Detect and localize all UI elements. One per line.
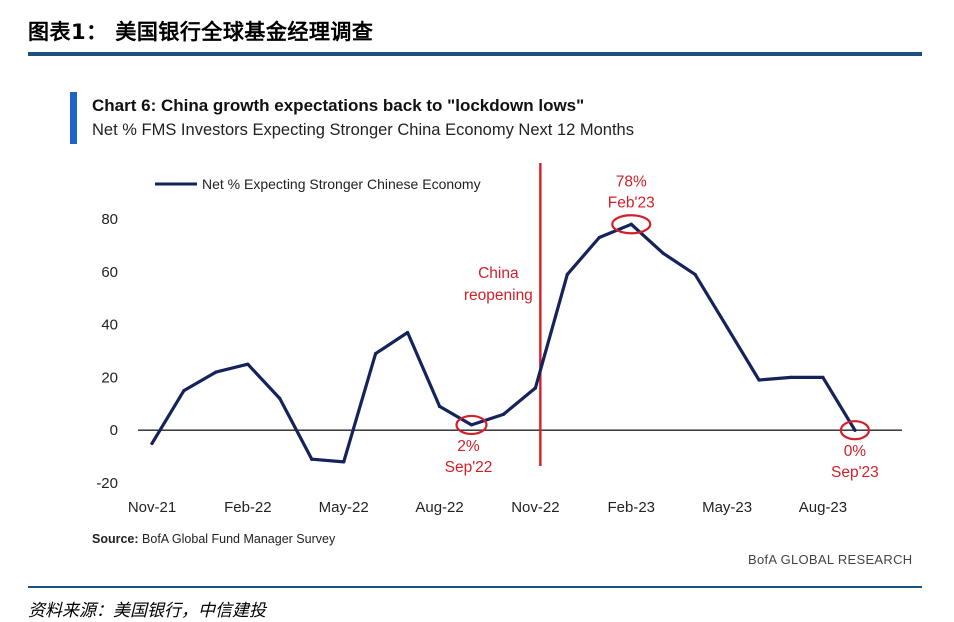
data-point — [214, 370, 218, 374]
chart-title: Chart 6: China growth expectations back … — [92, 96, 585, 115]
series-line — [150, 222, 857, 464]
footer-source: 资料来源：美国银行，中信建投 — [28, 601, 266, 621]
data-point — [629, 222, 633, 226]
data-point — [533, 386, 538, 390]
annotation-date: Sep'23 — [831, 464, 879, 481]
x-axis: Nov-21 Feb-22 May-22 Aug-22 Nov-22 Feb-23 May-… — [128, 499, 847, 516]
x-tick-label: May-22 — [319, 499, 369, 516]
x-tick-label: Aug-22 — [415, 499, 463, 516]
y-tick-label: 0 — [110, 422, 118, 439]
chart-source-label: Source: — [92, 532, 139, 546]
data-point — [342, 460, 346, 464]
legend: Net % Expecting Stronger Chinese Economy — [155, 176, 481, 192]
annotation-value: 2% — [457, 438, 480, 455]
x-tick-label: May-23 — [702, 499, 752, 516]
data-point — [310, 457, 314, 461]
legend-label: Net % Expecting Stronger Chinese Economy — [202, 176, 481, 192]
x-tick-label: Aug-23 — [799, 499, 847, 516]
annotation-date: Feb'23 — [608, 194, 655, 211]
y-tick-label: -20 — [96, 475, 118, 492]
data-point — [437, 404, 442, 409]
reopening-marker: China reopening — [464, 163, 542, 466]
bottom-rule — [28, 586, 922, 588]
y-tick-label: 80 — [101, 211, 118, 228]
annotation-value: 78% — [616, 173, 647, 190]
figure-title: 图表1： 美国银行全球基金经理调查 — [28, 20, 374, 44]
data-point — [246, 362, 250, 366]
highlight-circle — [455, 414, 488, 436]
y-tick-label: 20 — [101, 369, 118, 386]
y-tick-label: 60 — [101, 264, 118, 281]
data-point — [374, 352, 378, 356]
annotation-value: 0% — [844, 443, 867, 460]
chart-source-text: BofA Global Fund Manager Survey — [142, 532, 336, 546]
data-point — [469, 423, 474, 427]
data-point — [693, 272, 697, 277]
data-point — [597, 235, 601, 240]
annotation-date: Sep'22 — [445, 459, 493, 476]
chart-subtitle: Net % FMS Investors Expecting Stronger C… — [92, 121, 634, 139]
data-point — [821, 375, 825, 379]
highlight-circle — [611, 214, 652, 235]
title-accent-bar — [70, 92, 77, 144]
reopening-label: China — [478, 265, 519, 282]
chart-source: Source: BofA Global Fund Manager Survey — [92, 532, 335, 546]
x-tick-label: Feb-22 — [224, 499, 272, 516]
series-group — [150, 222, 857, 464]
x-tick-label: Nov-21 — [128, 499, 176, 516]
data-point — [853, 428, 857, 432]
data-point — [661, 251, 665, 255]
data-point — [789, 375, 793, 379]
x-tick-label: Nov-22 — [511, 499, 559, 516]
data-point — [565, 272, 569, 277]
data-point — [278, 396, 282, 401]
data-point — [150, 441, 154, 445]
x-tick-label: Feb-23 — [607, 499, 655, 516]
y-axis: 80 60 40 20 0 -20 — [96, 211, 118, 492]
y-tick-label: 40 — [101, 317, 118, 334]
reopening-label: reopening — [464, 287, 533, 304]
data-point — [725, 325, 729, 329]
annotations: 2% Sep'22 78% Feb'23 0% Sep'23 — [445, 173, 879, 481]
top-rule — [28, 52, 922, 56]
data-point — [406, 330, 410, 335]
brand-label: BofA GLOBAL RESEARCH — [748, 552, 913, 567]
data-point — [182, 389, 186, 393]
data-point — [501, 412, 506, 416]
data-point — [757, 378, 761, 382]
highlight-circle — [839, 420, 871, 441]
